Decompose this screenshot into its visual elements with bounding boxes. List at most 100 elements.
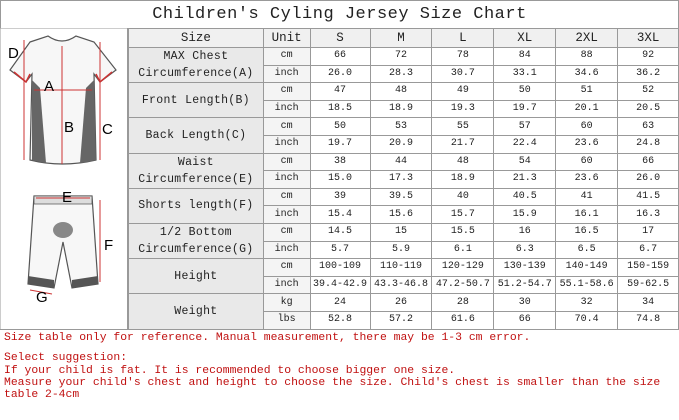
value-cell: 60: [555, 152, 619, 172]
value-cell: 49: [431, 82, 495, 101]
header-cell: Size: [128, 28, 264, 48]
value-cell: 23.6: [555, 134, 619, 154]
value-cell: 22.4: [493, 134, 557, 154]
value-cell: 20.9: [369, 134, 433, 154]
value-cell: 21.7: [431, 134, 495, 154]
value-cell: 150-159: [617, 258, 679, 277]
table-row: Front Length(B) cm 47 48 49 50 51 52: [128, 82, 679, 119]
unit-cell: inch: [262, 205, 311, 224]
value-cell: 20.5: [617, 99, 679, 119]
value-cell: 14.5: [309, 222, 371, 242]
value-cell: 66: [309, 47, 371, 66]
value-cell: 51.2-54.7: [493, 275, 557, 295]
measure-label: Waist Circumference(E): [128, 152, 264, 189]
measure-label: MAX Chest Circumference(A): [128, 46, 264, 84]
value-cell: 16.1: [555, 205, 619, 224]
leg-band: [28, 276, 54, 288]
header-row: Size Unit S M L XL 2XL 3XL: [128, 28, 679, 48]
value-cell: 39: [309, 187, 371, 207]
chamois: [53, 222, 73, 238]
value-cell: 19.7: [493, 99, 557, 119]
label-line: Shorts length(F): [138, 199, 254, 213]
value-cell: 66: [617, 152, 679, 172]
unit-cell: inch: [262, 99, 311, 119]
value-cell: 43.3-46.8: [369, 275, 433, 295]
value-cell: 55: [431, 117, 495, 136]
value-cell: 38: [309, 152, 371, 172]
value-cell: 70.4: [555, 310, 619, 330]
value-cell: 28.3: [369, 64, 433, 84]
jersey-panel: [80, 80, 96, 163]
value-cell: 52.8: [309, 310, 371, 330]
value-cell: 63: [617, 117, 679, 136]
value-cell: 92: [617, 47, 679, 66]
value-cell: 16.5: [555, 222, 619, 242]
value-cell: 34: [617, 293, 679, 312]
value-cell: 33.1: [493, 64, 557, 84]
notes: Size table only for reference. Manual me…: [4, 332, 679, 401]
value-cell: 6.5: [555, 240, 619, 260]
value-cell: 24: [309, 293, 371, 312]
value-cell: 15.7: [431, 205, 495, 224]
value-cell: 34.6: [555, 64, 619, 84]
value-cell: 6.1: [431, 240, 495, 260]
value-cell: 66: [493, 310, 557, 330]
value-cell: 36.2: [617, 64, 679, 84]
label-line: Front Length(B): [141, 93, 250, 107]
value-cell: 110-119: [369, 258, 433, 277]
table-row: Weight kg 24 26 28 30 32 34: [128, 293, 679, 330]
unit-cell: kg: [262, 293, 311, 312]
value-cell: 47.2-50.7: [431, 275, 495, 295]
value-cell: 47: [309, 82, 371, 101]
title: Children's Cyling Jersey Size Chart: [0, 0, 679, 29]
unit-cell: cm: [262, 152, 311, 172]
table-row: 1/2 Bottom Circumference(G) cm 14.5 15 15.5 16…: [128, 222, 679, 260]
size-table: Size Unit S M L XL 2XL 3XL MAX Chest Circumferenc…: [128, 28, 679, 330]
value-cell: 54: [493, 152, 557, 172]
value-cell: 41: [555, 187, 619, 207]
value-cell: 61.6: [431, 310, 495, 330]
disclaimer: Size table only for reference. Manual me…: [4, 332, 531, 344]
value-cell: 26.0: [309, 64, 371, 84]
value-cell: 78: [431, 47, 495, 66]
header-cell: S: [309, 28, 371, 48]
jersey-panel: [32, 80, 46, 163]
value-cell: 26: [369, 293, 433, 312]
measure-letter: G: [36, 289, 48, 306]
value-cell: 60: [555, 117, 619, 136]
leg-band: [72, 276, 98, 288]
table-row: inch 19.7 20.9 21.7 22.4 23.6 24.8: [129, 134, 679, 154]
value-cell: 50: [493, 82, 557, 101]
table-row: Shorts length(F) cm 39 39.5 40 40.5 41 41.5: [128, 187, 679, 224]
value-cell: 15.5: [431, 222, 495, 242]
label-line: Back Length(C): [145, 128, 247, 142]
unit-cell: cm: [262, 187, 311, 207]
value-cell: 50: [309, 117, 371, 136]
table-row: inch 39.4-42.9 43.3-46.8 47.2-50.7 51.2-54.7…: [129, 275, 679, 295]
value-cell: 16.3: [617, 205, 679, 224]
unit-cell: inch: [262, 64, 311, 84]
value-cell: 18.5: [309, 99, 371, 119]
measure-letter: A: [44, 78, 54, 95]
table-row: inch 15.4 15.6 15.7 15.9 16.1 16.3: [129, 205, 679, 224]
value-cell: 17.3: [369, 170, 433, 189]
suggestion-line: Measure your child's chest and height to…: [4, 376, 661, 389]
value-cell: 30: [493, 293, 557, 312]
value-cell: 57.2: [369, 310, 433, 330]
value-cell: 15: [369, 222, 433, 242]
measure-label: Weight: [128, 293, 264, 330]
measure-label: Height: [128, 258, 264, 295]
measure-letter: D: [8, 45, 19, 62]
suggestion-title: Select suggestion:: [4, 352, 128, 365]
value-cell: 15.4: [309, 205, 371, 224]
value-cell: 32: [555, 293, 619, 312]
value-cell: 30.7: [431, 64, 495, 84]
value-cell: 40: [431, 187, 495, 207]
sleeve-trim: [13, 71, 31, 84]
measure-label: 1/2 Bottom Circumference(G): [128, 222, 264, 260]
value-cell: 15.6: [369, 205, 433, 224]
value-cell: 55.1-58.6: [555, 275, 619, 295]
value-cell: 19.3: [431, 99, 495, 119]
unit-cell: inch: [262, 134, 311, 154]
